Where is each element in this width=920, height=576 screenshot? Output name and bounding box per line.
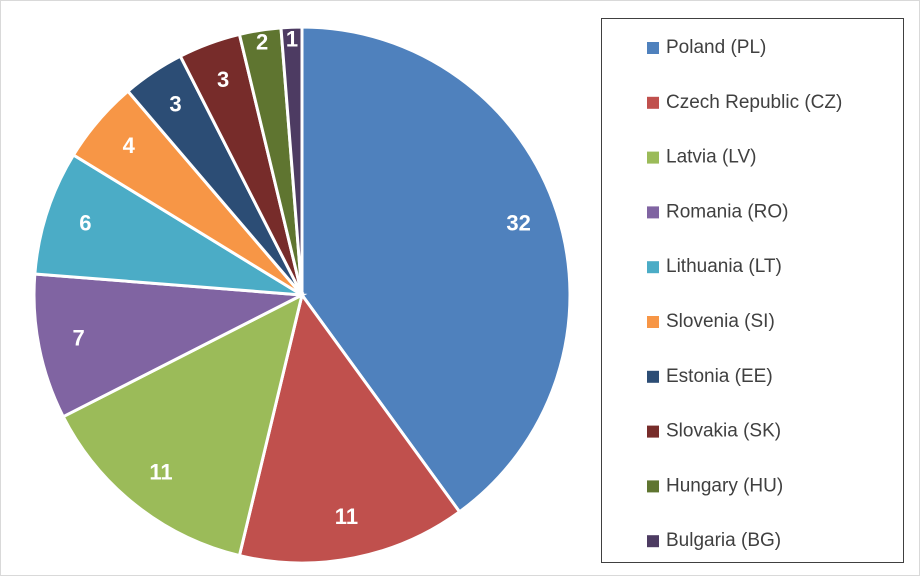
data-label: 7: [72, 325, 84, 350]
data-label: 32: [506, 210, 530, 235]
data-label: 3: [217, 67, 229, 92]
legend-swatch: [647, 206, 659, 219]
legend-swatch: [647, 42, 659, 54]
legend-label: Bulgaria (BG): [666, 530, 781, 551]
legend-box: [601, 18, 904, 563]
data-label: 3: [169, 91, 181, 116]
data-label: 4: [123, 133, 136, 158]
pie-slice: [61, 292, 305, 558]
data-label: 6: [79, 210, 91, 235]
legend-swatch: [647, 535, 659, 548]
legend-label: Slovakia (SK): [666, 421, 781, 442]
legend-label: Hungary (HU): [666, 475, 783, 496]
legend-swatch: [647, 261, 659, 274]
legend-label: Czech Republic (CZ): [666, 92, 842, 113]
pie-slice: [279, 25, 304, 296]
legend-label: Romania (RO): [666, 201, 788, 222]
pie-slice: [32, 272, 308, 419]
pie-slice: [237, 291, 462, 565]
legend-swatch: [647, 370, 659, 383]
data-label: 1: [286, 26, 298, 51]
legend-swatch: [647, 96, 659, 109]
data-label: 2: [256, 29, 268, 54]
legend-label: Poland (PL): [666, 37, 766, 58]
data-label: 11: [149, 460, 172, 485]
pie-slice: [300, 25, 572, 514]
legend-swatch: [647, 425, 659, 438]
legend-label: Estonia (EE): [666, 366, 773, 387]
legend-swatch: [647, 151, 659, 164]
legend-swatch: [647, 316, 659, 328]
legend-label: Lithuania (LT): [666, 256, 782, 277]
pie-slice: [33, 152, 303, 297]
legend-label: Slovenia (SI): [666, 311, 775, 332]
legend-swatch: [647, 480, 659, 493]
data-label: 11: [335, 504, 358, 529]
legend-label: Latvia (LV): [666, 147, 756, 168]
